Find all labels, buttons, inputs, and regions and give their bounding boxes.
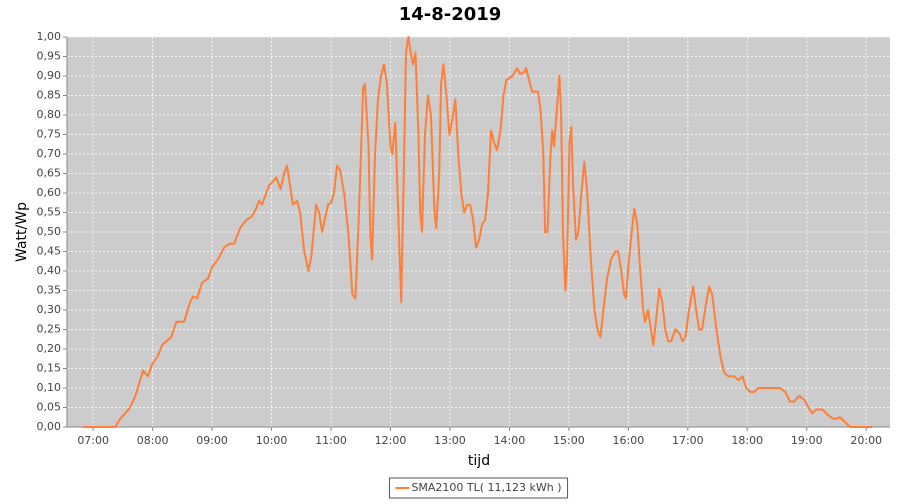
- x-tick-label: 12:00: [375, 434, 407, 447]
- y-tick-label: 0,90: [37, 69, 62, 82]
- y-tick-label: 0,45: [37, 245, 62, 258]
- y-tick-label: 0,00: [37, 420, 62, 433]
- chart-title: 14-8-2019: [399, 4, 502, 25]
- y-tick-label: 0,35: [37, 284, 62, 297]
- y-tick-label: 1,00: [37, 30, 62, 43]
- x-tick-label: 11:00: [315, 434, 347, 447]
- y-tick-label: 0,70: [37, 147, 62, 160]
- y-tick-label: 0,15: [37, 362, 62, 375]
- y-tick-label: 0,40: [37, 264, 62, 277]
- legend-box: [388, 477, 569, 499]
- y-tick-label: 0,85: [37, 89, 62, 102]
- legend-label: SMA2100 TL( 11,123 kWh ): [411, 481, 561, 494]
- y-tick-label: 0,55: [37, 206, 62, 219]
- y-tick-label: 0,95: [37, 50, 62, 63]
- x-tick-label: 13:00: [434, 434, 466, 447]
- x-tick-label: 07:00: [77, 434, 109, 447]
- y-tick-label: 0,10: [37, 381, 62, 394]
- y-tick-label: 0,60: [37, 186, 62, 199]
- x-tick-label: 14:00: [494, 434, 526, 447]
- x-tick-label: 19:00: [791, 434, 823, 447]
- x-axis-label: tijd: [468, 453, 490, 469]
- x-tick-label: 08:00: [137, 434, 169, 447]
- x-tick-label: 17:00: [672, 434, 704, 447]
- x-tick-label: 18:00: [731, 434, 763, 447]
- x-tick-label: 10:00: [256, 434, 288, 447]
- y-tick-label: 0,65: [37, 167, 62, 180]
- x-tick-label: 16:00: [613, 434, 645, 447]
- line-series: [83, 36, 873, 428]
- x-tick-label: 09:00: [196, 434, 228, 447]
- y-tick-label: 0,80: [37, 108, 62, 121]
- y-tick-label: 0,20: [37, 342, 62, 355]
- x-tick-label: 15:00: [553, 434, 585, 447]
- y-tick-label: 0,50: [37, 225, 62, 238]
- y-tick-label: 0,05: [37, 401, 62, 414]
- plot-area: [67, 37, 890, 427]
- y-axis-label: Watt/Wp: [14, 202, 30, 262]
- y-tick-label: 0,30: [37, 303, 62, 316]
- y-tick-label: 0,75: [37, 128, 62, 141]
- y-tick-label: 0,25: [37, 323, 62, 336]
- x-tick-label: 20:00: [850, 434, 882, 447]
- legend: SMA2100 TL( 11,123 kWh ): [388, 477, 569, 499]
